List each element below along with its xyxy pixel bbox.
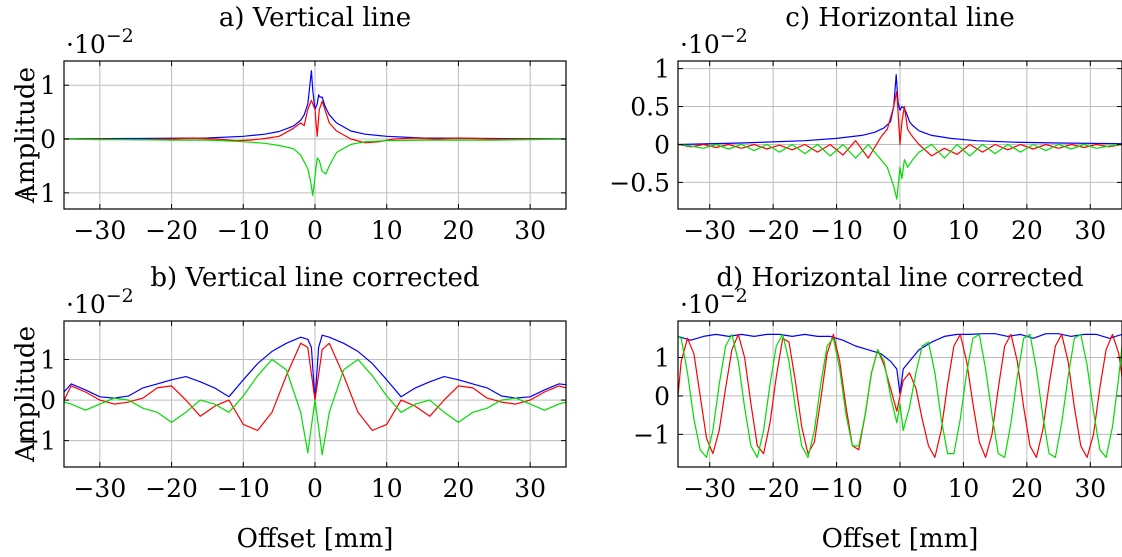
x-tick-label: 0 <box>892 474 908 503</box>
x-tick-label: 20 <box>1011 216 1043 245</box>
y-tick-label: 1 <box>40 71 56 100</box>
y-tick-label: 0 <box>654 382 670 411</box>
x-tick-label: 30 <box>514 216 546 245</box>
x-tick-label: −30 <box>73 474 126 503</box>
scale-factor-label: ·10−2 <box>66 25 134 59</box>
x-tick-label: 10 <box>371 216 403 245</box>
y-tick-label: 1 <box>40 346 56 375</box>
x-tick-label: 10 <box>948 474 980 503</box>
scale-factor-base: ·10 <box>680 30 720 59</box>
y-axis-label: Amplitude <box>11 326 41 463</box>
panel-title: b) Vertical line corrected <box>150 263 479 293</box>
x-tick-label: 30 <box>1074 216 1106 245</box>
scale-factor-base: ·10 <box>680 290 720 319</box>
x-tick-label: −30 <box>683 474 736 503</box>
x-tick-label: −10 <box>810 216 863 245</box>
scale-factor-label: ·10−2 <box>680 285 748 319</box>
series-group <box>678 74 1122 200</box>
x-tick-label: −10 <box>810 474 863 503</box>
x-tick-label: −20 <box>145 216 198 245</box>
x-tick-label: 10 <box>948 216 980 245</box>
panel-c: −30 −20 −10 0 10 20 30 −0.5 0 0.5 1 c) Horizontal l… <box>609 3 1122 245</box>
x-tick-label: 20 <box>443 216 475 245</box>
y-tick-label: 0 <box>654 130 670 159</box>
x-tick-label: −20 <box>145 474 198 503</box>
series-line-3 <box>64 358 566 456</box>
scale-factor-label: ·10−2 <box>680 25 748 59</box>
y-tick-label: −1 <box>19 179 56 208</box>
scale-factor-exponent: −2 <box>720 285 748 307</box>
series-line-2 <box>64 99 566 144</box>
series-line-3 <box>64 138 566 197</box>
panel-title: d) Horizontal line corrected <box>716 263 1083 293</box>
scale-factor-label: ·10−2 <box>66 285 134 319</box>
panel-title: a) Vertical line <box>219 3 411 33</box>
x-tick-label: 10 <box>371 474 403 503</box>
x-tick-label: 30 <box>1074 474 1106 503</box>
y-axis-label: Amplitude <box>11 67 41 204</box>
y-tick-label: −0.5 <box>609 168 670 197</box>
panel-title: c) Horizontal line <box>785 3 1014 33</box>
series-line-2 <box>678 333 1122 458</box>
x-tick-label: −10 <box>217 474 270 503</box>
y-tick-label: 1 <box>654 344 670 373</box>
series-line-1 <box>64 70 566 140</box>
scale-factor-base: ·10 <box>66 290 106 319</box>
x-tick-label: 0 <box>892 216 908 245</box>
scale-factor-exponent: −2 <box>720 25 748 47</box>
x-axis-label: Offset [mm] <box>822 524 979 554</box>
y-tick-label: 0 <box>40 386 56 415</box>
x-tick-label: 30 <box>514 474 546 503</box>
y-tick-label: −1 <box>633 420 670 449</box>
x-tick-label: −30 <box>683 216 736 245</box>
series-group <box>64 334 566 456</box>
series-group <box>678 333 1122 458</box>
y-tick-label: 0 <box>40 125 56 154</box>
x-tick-label: 0 <box>307 216 323 245</box>
series-line-1 <box>678 74 1122 146</box>
series-line-2 <box>678 90 1122 159</box>
x-tick-label: −10 <box>217 216 270 245</box>
x-axis-label: Offset [mm] <box>237 524 394 554</box>
y-tick-label: 0.5 <box>630 93 670 122</box>
x-tick-label: −20 <box>747 474 800 503</box>
scale-factor-base: ·10 <box>66 30 106 59</box>
y-tick-label: 1 <box>654 55 670 84</box>
x-tick-label: −30 <box>73 216 126 245</box>
scale-factor-exponent: −2 <box>106 25 134 47</box>
x-tick-label: 0 <box>307 474 323 503</box>
scale-factor-exponent: −2 <box>106 285 134 307</box>
x-tick-label: 20 <box>1011 474 1043 503</box>
y-tick-label: −1 <box>19 427 56 456</box>
series-line-3 <box>678 143 1122 200</box>
series-group <box>64 70 566 197</box>
x-tick-label: 20 <box>443 474 475 503</box>
x-tick-label: −20 <box>747 216 800 245</box>
series-line-3 <box>678 333 1122 458</box>
